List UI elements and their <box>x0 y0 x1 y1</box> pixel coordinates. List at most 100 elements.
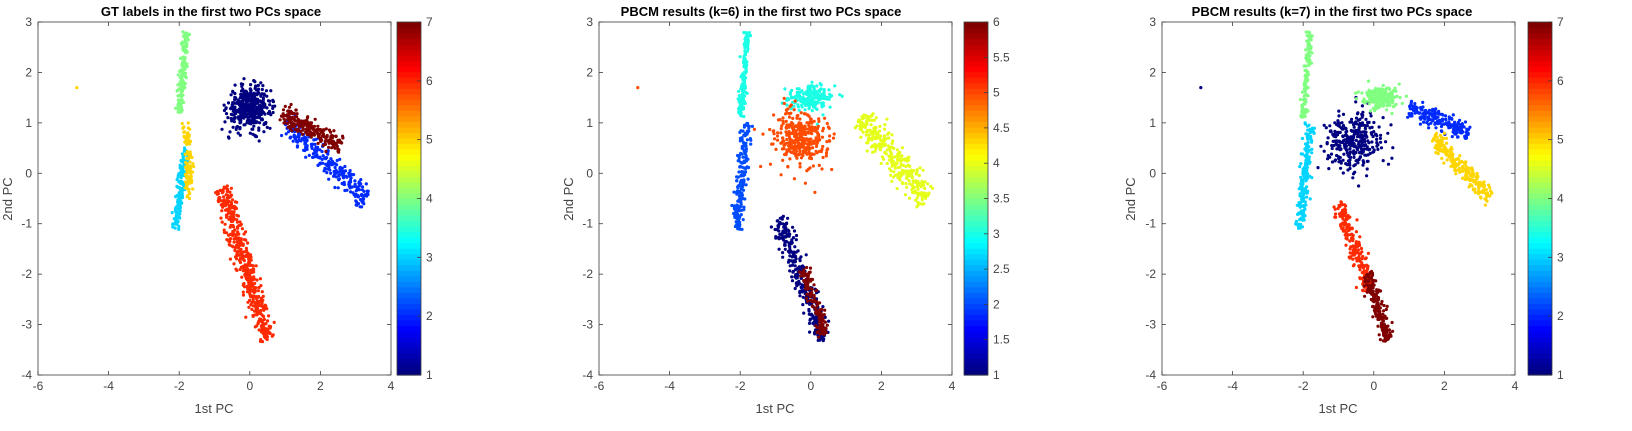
data-point <box>919 185 923 189</box>
colorbar-segment <box>964 220 988 227</box>
data-point <box>743 160 747 164</box>
data-point <box>177 185 181 190</box>
data-point <box>223 120 227 124</box>
data-point <box>907 178 911 183</box>
data-point <box>1444 136 1448 140</box>
data-point <box>791 139 796 143</box>
data-point <box>238 267 242 272</box>
data-point <box>779 131 783 135</box>
data-point <box>229 116 233 121</box>
data-point <box>863 125 867 129</box>
colorbar-segment <box>964 137 988 144</box>
data-point <box>824 154 828 158</box>
data-point <box>1438 133 1442 137</box>
data-point <box>329 157 333 161</box>
data-point <box>871 144 875 148</box>
data-point <box>830 167 834 172</box>
data-point <box>348 169 352 173</box>
data-point <box>296 127 300 132</box>
data-point <box>1440 129 1444 133</box>
data-point <box>252 267 256 271</box>
data-point <box>278 118 282 122</box>
data-point <box>257 126 261 130</box>
colorbar-segment <box>964 165 988 172</box>
data-point <box>805 296 809 300</box>
colorbar-segment <box>397 71 421 78</box>
data-point <box>737 89 741 93</box>
data-point <box>240 275 244 279</box>
data-point <box>1390 111 1394 116</box>
data-point <box>1297 203 1301 207</box>
data-point <box>1358 139 1362 143</box>
data-point <box>1438 112 1442 116</box>
data-point <box>1301 182 1305 186</box>
data-point <box>1439 125 1444 129</box>
data-point <box>869 123 873 127</box>
data-point <box>826 147 830 151</box>
data-point <box>746 47 750 51</box>
data-point <box>305 129 309 133</box>
data-point <box>1310 51 1314 55</box>
data-point <box>741 188 746 192</box>
data-point <box>262 326 266 330</box>
data-point <box>775 219 779 223</box>
data-point <box>180 121 184 126</box>
data-point <box>904 176 909 180</box>
data-point <box>882 137 886 141</box>
data-point <box>1407 112 1411 116</box>
data-point <box>774 235 778 239</box>
data-point <box>897 158 901 162</box>
data-point <box>1333 121 1337 125</box>
data-point <box>1362 97 1366 101</box>
data-point <box>807 145 811 149</box>
data-point <box>741 197 745 201</box>
data-point <box>1360 150 1364 154</box>
data-point <box>1463 160 1467 164</box>
data-point <box>802 265 806 269</box>
data-point <box>307 153 311 157</box>
data-point <box>258 277 262 281</box>
data-point <box>1310 34 1314 38</box>
data-point <box>1294 221 1298 225</box>
data-point <box>809 279 813 283</box>
data-point <box>1380 91 1384 95</box>
data-point <box>188 155 192 159</box>
data-point <box>890 179 894 183</box>
data-point <box>1358 151 1362 155</box>
data-point <box>247 305 251 309</box>
data-point <box>181 57 185 61</box>
data-point <box>250 307 254 311</box>
data-point <box>233 228 237 232</box>
data-point <box>734 208 738 212</box>
data-point <box>1337 155 1341 159</box>
data-point <box>801 274 805 278</box>
data-point <box>803 108 807 112</box>
data-point <box>331 145 335 149</box>
colorbar-segment <box>397 143 421 150</box>
data-point <box>1413 102 1417 106</box>
data-point <box>793 264 797 268</box>
data-point <box>230 103 234 107</box>
data-point <box>255 278 259 282</box>
data-point <box>1299 175 1303 179</box>
data-point <box>810 109 814 113</box>
data-point <box>235 253 239 257</box>
data-point <box>900 146 905 150</box>
data-point <box>1344 162 1348 166</box>
data-point <box>811 304 815 309</box>
data-point <box>174 213 178 217</box>
data-point <box>1433 122 1437 126</box>
data-point <box>855 124 859 128</box>
data-point <box>921 202 925 206</box>
data-point <box>790 240 794 244</box>
colorbar-segment <box>397 44 421 51</box>
data-point <box>1330 146 1334 151</box>
data-point <box>1360 91 1364 95</box>
data-point <box>786 260 791 264</box>
data-point <box>736 227 740 231</box>
colorbar-segment <box>964 27 988 34</box>
data-point <box>1484 198 1488 202</box>
data-point <box>323 140 327 144</box>
data-point <box>801 295 805 299</box>
data-point <box>365 189 369 193</box>
